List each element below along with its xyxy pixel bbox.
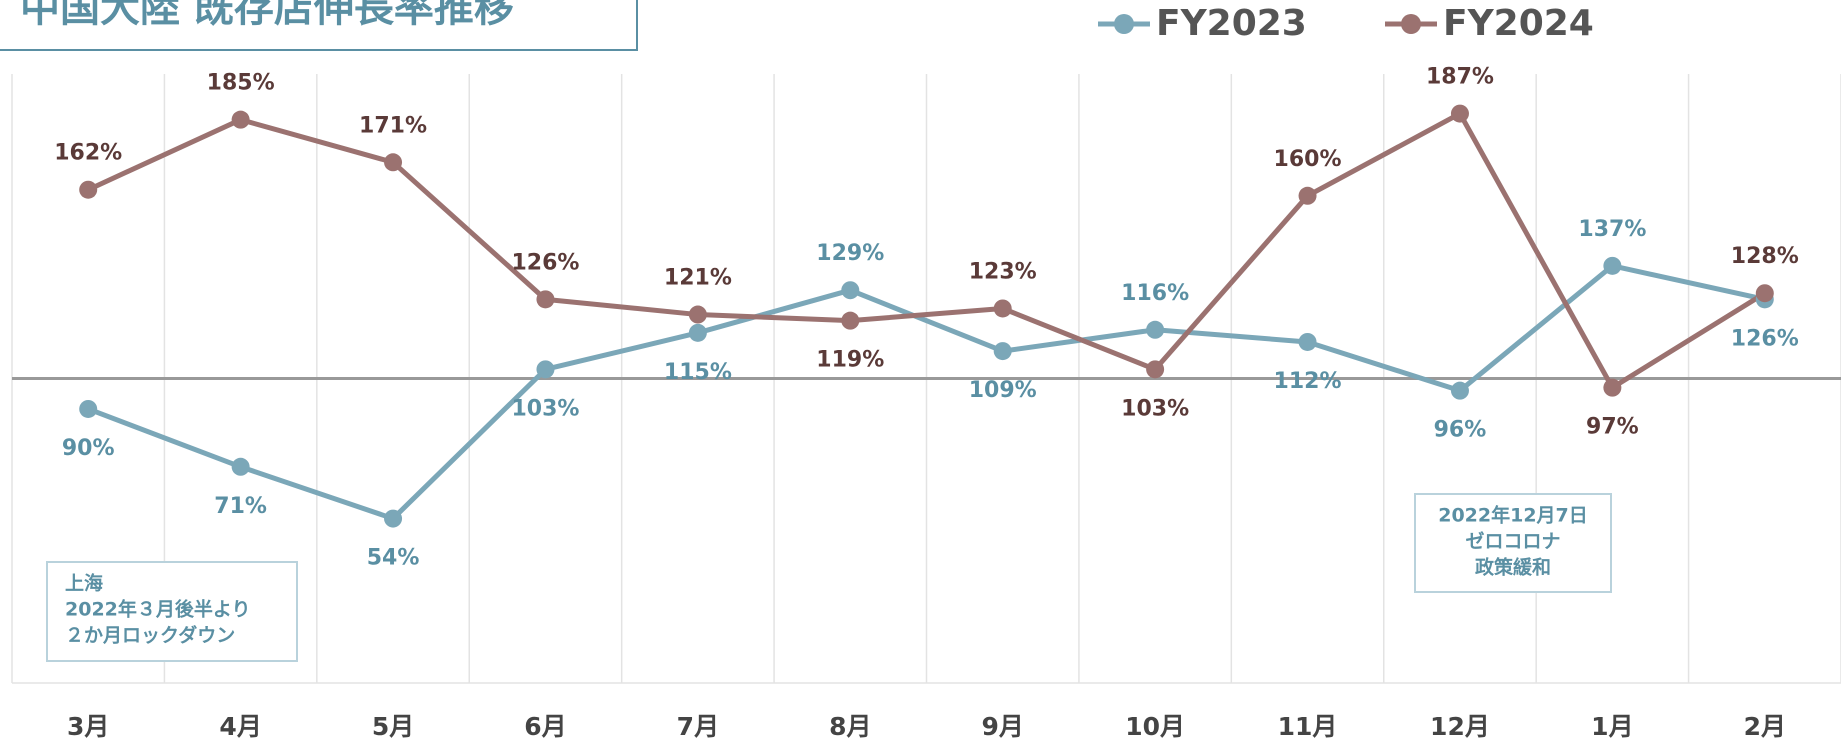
data-point xyxy=(79,399,98,418)
x-tick-label: 12月 xyxy=(1430,712,1490,741)
data-label: 121% xyxy=(664,266,732,291)
data-label: 129% xyxy=(816,241,884,266)
legend-label: FY2024 xyxy=(1443,3,1594,44)
x-tick-label: 4月 xyxy=(219,712,261,741)
series-line xyxy=(87,263,1766,522)
data-point xyxy=(231,457,250,476)
annotation-box xyxy=(1414,493,1612,593)
series-line xyxy=(87,111,1767,391)
data-point xyxy=(1298,186,1317,205)
data-point xyxy=(688,323,707,342)
data-label: 96% xyxy=(1434,418,1487,443)
legend-marker xyxy=(1114,14,1134,34)
data-label: 137% xyxy=(1578,217,1646,242)
data-label: 123% xyxy=(969,259,1037,284)
data-label: 128% xyxy=(1731,244,1799,269)
data-label: 126% xyxy=(511,250,579,275)
data-label: 160% xyxy=(1274,147,1342,172)
data-label: 103% xyxy=(511,396,579,421)
data-point xyxy=(1146,360,1165,379)
data-label: 185% xyxy=(207,71,275,96)
data-label: 112% xyxy=(1274,369,1342,394)
data-point xyxy=(841,311,860,330)
data-label: 187% xyxy=(1426,65,1494,90)
annotation-text: 2022年３月後半より xyxy=(65,598,251,621)
x-tick-label: 3月 xyxy=(67,712,109,741)
data-point xyxy=(688,305,707,324)
data-point xyxy=(1603,256,1622,275)
data-label: 126% xyxy=(1731,326,1799,351)
data-point xyxy=(993,342,1012,361)
chart-title: 中国大陸 既存店伸長率推移 xyxy=(20,0,514,31)
data-label: 71% xyxy=(214,494,267,519)
x-tick-label: 2月 xyxy=(1744,712,1786,741)
data-point xyxy=(384,153,403,172)
x-tick-label: 10月 xyxy=(1125,712,1185,741)
title-box xyxy=(0,0,638,51)
legend-label: FY2023 xyxy=(1156,3,1307,44)
x-tick-label: 6月 xyxy=(524,712,566,741)
annotation-text: 2022年12月7日 xyxy=(1438,504,1588,527)
data-point xyxy=(79,180,98,199)
x-tick-label: 9月 xyxy=(982,712,1024,741)
data-point xyxy=(536,360,555,379)
data-label: 109% xyxy=(969,378,1037,403)
data-label: 90% xyxy=(62,436,115,461)
data-point xyxy=(231,110,250,129)
data-point xyxy=(1603,378,1622,397)
data-point xyxy=(1450,381,1469,400)
annotation-box xyxy=(46,561,298,662)
data-label: 103% xyxy=(1121,396,1189,421)
data-point xyxy=(1450,104,1469,123)
data-point xyxy=(993,299,1012,318)
annotation-text: ２か月ロックダウン xyxy=(65,624,235,647)
data-point xyxy=(1298,332,1317,351)
x-tick-label: 1月 xyxy=(1591,712,1633,741)
data-label: 116% xyxy=(1121,281,1189,306)
data-label: 171% xyxy=(359,113,427,138)
data-label: 162% xyxy=(54,141,122,166)
x-tick-label: 7月 xyxy=(677,712,719,741)
data-point xyxy=(384,509,403,528)
data-point xyxy=(536,290,555,309)
data-point xyxy=(841,281,860,300)
x-tick-label: 8月 xyxy=(829,712,871,741)
data-label: 115% xyxy=(664,360,732,385)
data-point xyxy=(1755,284,1774,303)
x-tick-label: 5月 xyxy=(372,712,414,741)
legend-marker xyxy=(1401,14,1421,34)
annotation-text: 上海 xyxy=(65,572,103,595)
x-tick-label: 11月 xyxy=(1278,712,1338,741)
data-label: 54% xyxy=(367,546,420,571)
data-label: 119% xyxy=(816,348,884,373)
annotation-text: ゼロコロナ xyxy=(1465,530,1560,553)
data-point xyxy=(1146,320,1165,339)
data-label: 97% xyxy=(1586,415,1639,440)
annotation-text: 政策緩和 xyxy=(1475,556,1551,579)
